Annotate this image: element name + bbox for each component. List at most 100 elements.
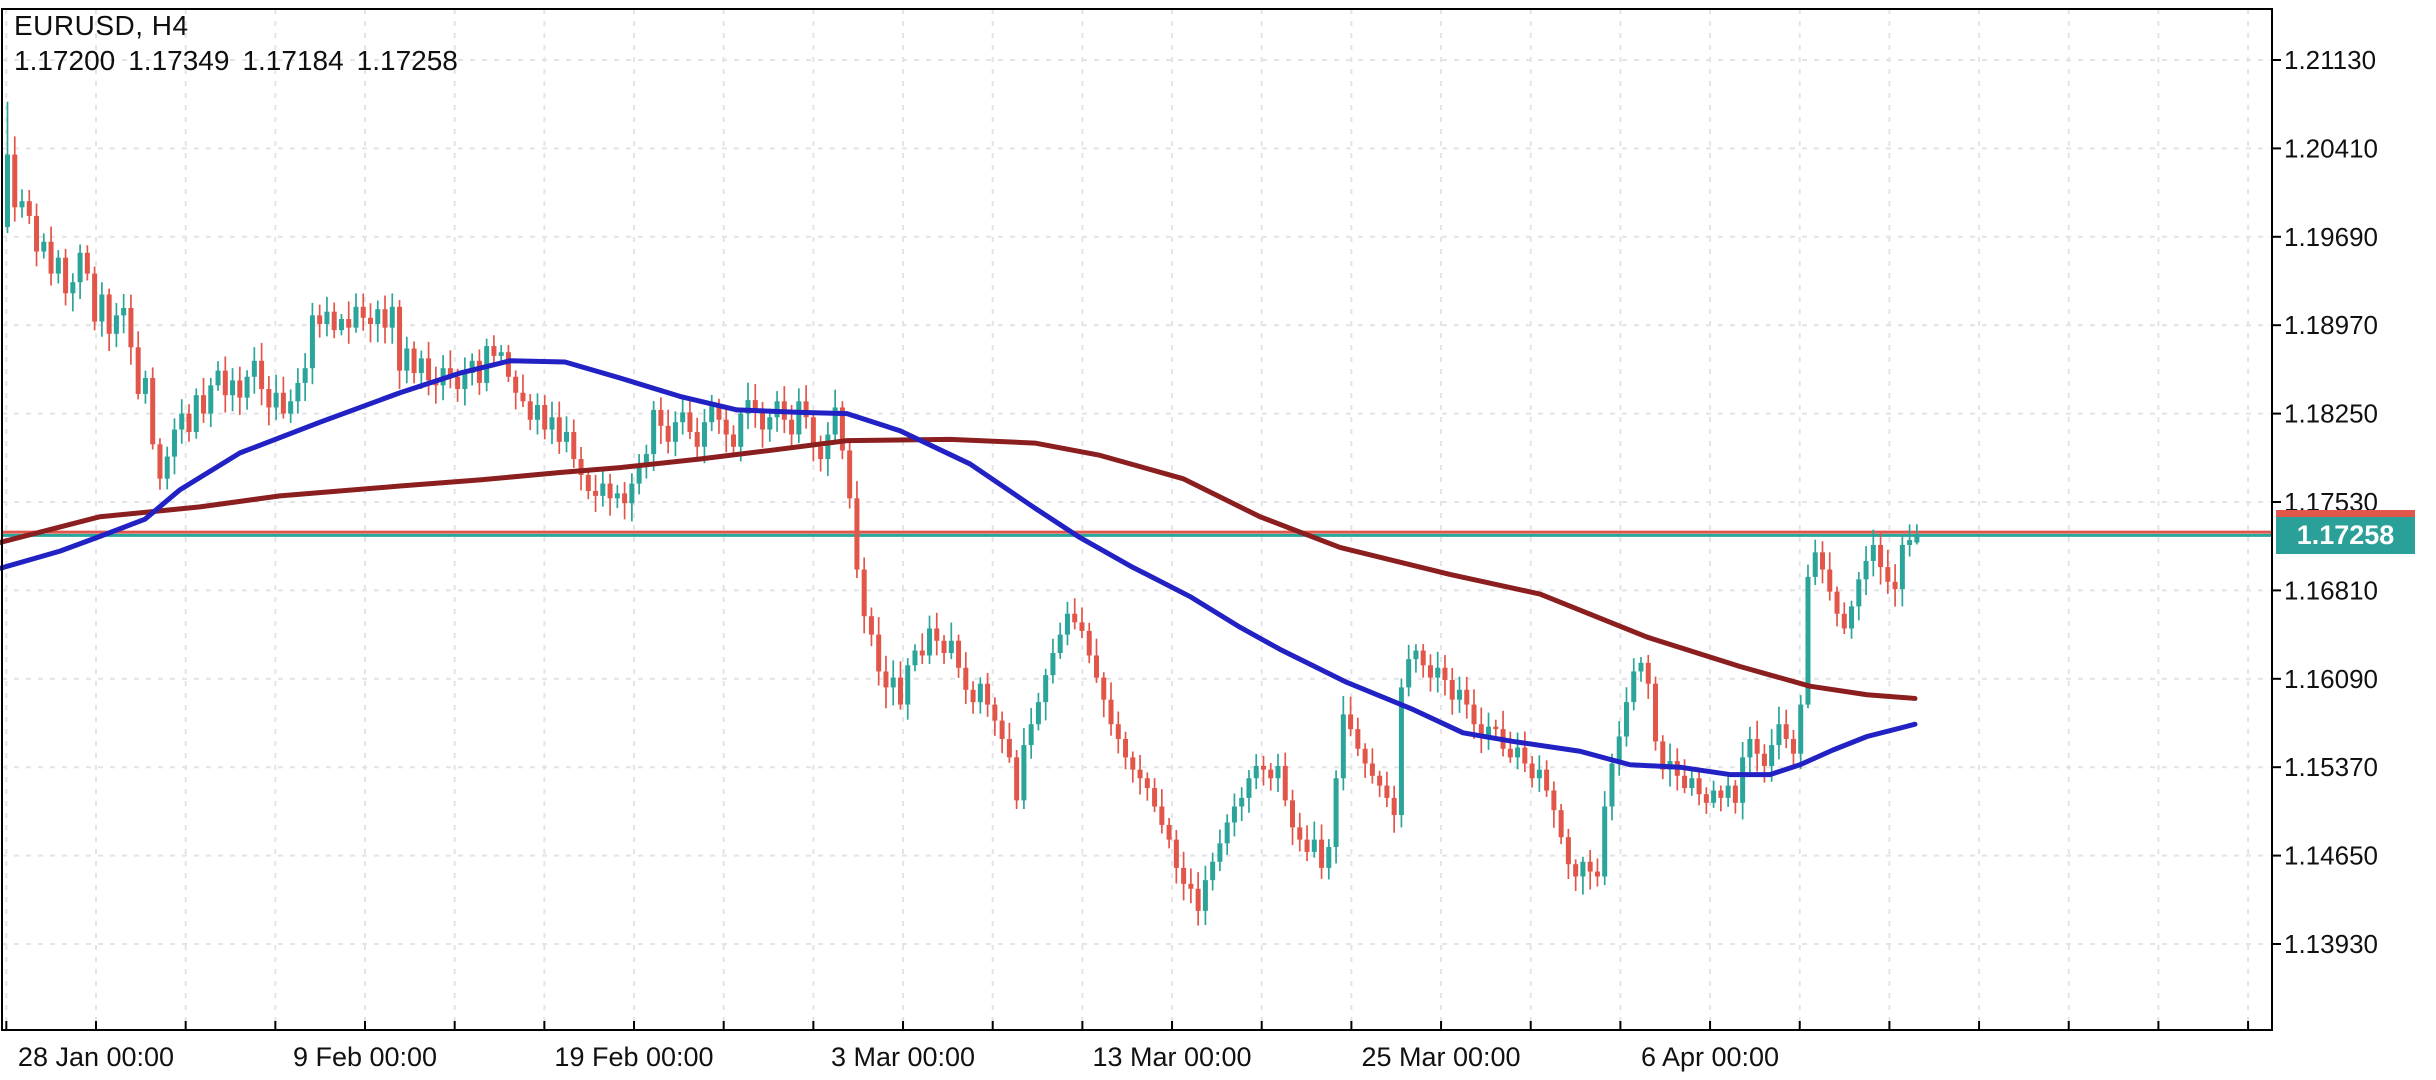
candle-bear — [999, 720, 1005, 739]
candle-bear — [1522, 747, 1528, 764]
candle-bear — [397, 306, 403, 371]
candle-bear — [1754, 738, 1760, 754]
candle-bear — [317, 315, 323, 324]
candle-bear — [1645, 662, 1651, 684]
candle-bear — [854, 498, 860, 570]
time-axis-label[interactable]: 25 Mar 00:00 — [1361, 1042, 1520, 1072]
candle-bull — [825, 434, 831, 460]
candle-bear — [368, 317, 373, 324]
candle-bear — [237, 380, 243, 398]
candle-bear — [1565, 837, 1571, 865]
candle-bear — [266, 389, 272, 408]
candle-bull — [1536, 769, 1542, 779]
candle-bear — [84, 252, 90, 274]
candle-bull — [796, 401, 802, 435]
candle-bear — [1529, 763, 1535, 779]
candle-bear — [505, 352, 511, 377]
time-axis-label[interactable]: 9 Feb 00:00 — [293, 1042, 437, 1072]
candle-bull — [215, 370, 221, 386]
candle-bear — [1079, 622, 1085, 631]
candle-bear — [1086, 630, 1092, 656]
candle-bear — [1123, 738, 1129, 758]
price-axis-label[interactable]: 1.16090 — [2284, 664, 2378, 694]
candle-bear — [1878, 544, 1884, 568]
candle-bear — [1594, 871, 1600, 877]
candle-bear — [128, 308, 134, 348]
candle-bear — [48, 241, 54, 274]
candle-bull — [1406, 659, 1412, 688]
candle-bear — [1573, 864, 1579, 877]
time-axis-label[interactable]: 3 Mar 00:00 — [831, 1042, 975, 1072]
candle-bear — [331, 311, 337, 331]
candle-bear — [92, 273, 98, 322]
symbol-timeframe-title: EURUSD, H4 — [14, 10, 189, 41]
price-axis-label[interactable]: 1.13930 — [2284, 929, 2378, 959]
candle-bear — [752, 400, 758, 410]
candle-bull — [1340, 714, 1346, 779]
candle-bear — [818, 446, 824, 460]
candle-bear — [1660, 741, 1666, 770]
slow-ma-line — [0, 436, 1918, 701]
time-axis-label[interactable]: 6 Apr 00:00 — [1641, 1042, 1779, 1072]
price-axis-label[interactable]: 1.18250 — [2284, 399, 2378, 429]
candle-bear — [1072, 613, 1078, 623]
candle-bull — [1253, 765, 1259, 779]
candle-bear — [1587, 861, 1593, 872]
candle-bull — [927, 628, 933, 656]
price-axis-label[interactable]: 1.16810 — [2284, 575, 2378, 605]
candle-bear — [839, 407, 845, 451]
candle-bull — [1609, 763, 1615, 807]
candle-bull — [324, 311, 330, 324]
candle-bear — [1732, 785, 1738, 803]
time-axis-label[interactable]: 19 Feb 00:00 — [554, 1042, 713, 1072]
candle-bear — [876, 634, 882, 672]
candle-bull — [738, 413, 744, 447]
candle-bear — [1391, 797, 1397, 816]
candle-bear — [803, 401, 809, 418]
candle-bull — [462, 373, 468, 390]
candle-bull — [1202, 880, 1208, 911]
candle-bear — [1544, 769, 1550, 791]
price-axis-label[interactable]: 1.21130 — [2284, 45, 2376, 75]
candle-bull — [1028, 724, 1034, 746]
candle-bear — [1159, 806, 1165, 825]
candle-bear — [1761, 753, 1767, 766]
candle-bull — [1333, 778, 1339, 848]
candle-bear — [607, 483, 613, 499]
candle-bear — [1384, 785, 1390, 798]
price-axis-label[interactable]: 1.15370 — [2284, 752, 2378, 782]
candle-bull — [534, 405, 540, 420]
candle-bear — [1355, 729, 1361, 749]
candle-bull — [273, 392, 279, 408]
price-axis-label[interactable]: 1.14650 — [2284, 841, 2378, 871]
candle-bull — [1638, 662, 1644, 672]
candle-bear — [186, 413, 192, 433]
candle-bull — [767, 417, 773, 430]
candle-bull — [1812, 552, 1818, 577]
candle-bear — [1834, 591, 1840, 614]
candle-bear — [150, 377, 156, 445]
time-axis-label[interactable]: 13 Mar 00:00 — [1092, 1042, 1251, 1072]
candle-bear — [956, 640, 962, 668]
fast-ma-line — [0, 358, 1918, 778]
candle-bull — [302, 368, 308, 383]
candle-bear — [883, 671, 889, 688]
price-axis-label[interactable]: 1.19690 — [2284, 222, 2378, 252]
candle-bear — [571, 432, 577, 460]
candle-bear — [810, 417, 816, 447]
candle-bull — [614, 493, 620, 499]
candle-bull — [905, 665, 911, 705]
price-axis-label[interactable]: 1.18970 — [2284, 310, 2378, 340]
candle-bear — [1551, 790, 1557, 811]
candle-bear — [527, 401, 533, 420]
candle-bear — [1507, 748, 1513, 758]
time-axis-label[interactable]: 28 Jan 00:00 — [18, 1042, 174, 1072]
candle-bear — [1188, 883, 1194, 889]
ohlc-high: 1.17349 — [128, 45, 230, 76]
price-axis-label[interactable]: 1.20410 — [2284, 133, 2378, 163]
candle-bull — [651, 409, 657, 455]
candle-bull — [1863, 560, 1869, 580]
candle-bear — [1841, 613, 1847, 629]
candle-bear — [1682, 775, 1688, 789]
